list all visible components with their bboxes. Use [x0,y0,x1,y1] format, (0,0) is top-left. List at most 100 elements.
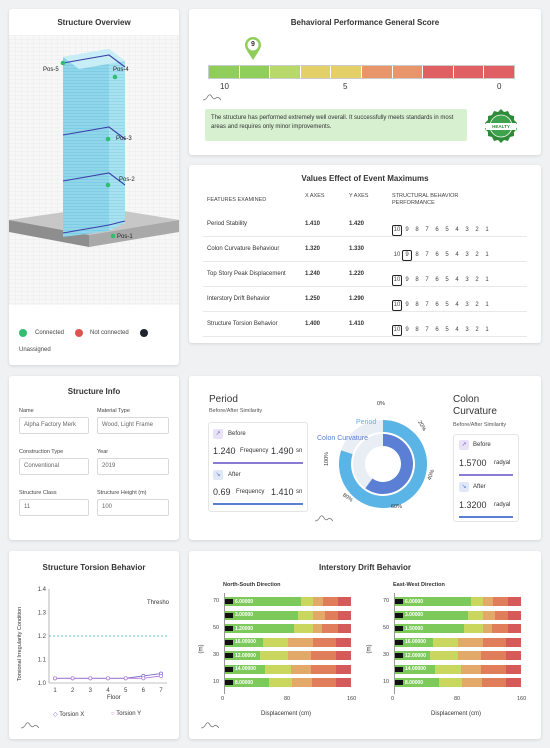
drift-bar[interactable]: 1.50000 [395,624,521,633]
scale-option[interactable]: 1 [485,227,489,233]
scale-label-5: 5 [343,82,348,91]
torsion-y-tick: 1.2 [38,634,47,640]
period-after-bar [213,503,303,505]
drift-bar[interactable]: 3.00000 [395,610,521,620]
torsion-y-legend-icon: ○ [111,711,115,717]
scale-option[interactable]: 2 [475,227,479,233]
scale-option[interactable]: 5 [445,302,449,308]
drift-bar[interactable]: 16.00000 [395,637,521,647]
period-after-unit: sn [296,489,303,495]
scale-option[interactable]: 3 [465,227,469,233]
drift-bar[interactable]: 12.00000 [225,651,351,660]
construction-field[interactable]: Conventional [19,458,89,475]
scale-option[interactable]: 10 [393,252,401,258]
scale-option[interactable]: 1 [485,327,489,333]
scale-option[interactable]: 3 [465,302,469,308]
scale-option[interactable]: 10 [392,225,402,236]
drift-bar-segment [225,678,270,687]
scale-option[interactable]: 8 [415,252,419,258]
performance-scale: 10 9 8 7 6 5 4 3 2 1 [392,218,492,236]
scale-option[interactable]: 4 [455,302,459,308]
drift-bar[interactable]: 14.00000 [395,664,521,674]
scale-option[interactable]: 6 [435,252,439,258]
height-field[interactable]: 100 [97,499,169,516]
drift-title: Interstory Drift Behavior [318,563,412,572]
drift-bar-segment [313,610,325,620]
torsion-y-legend-label: Torsion Y [116,711,142,717]
scale-option[interactable]: 6 [435,327,439,333]
scale-option[interactable]: 7 [425,327,429,333]
scale-option[interactable]: 2 [475,327,479,333]
drift-bar[interactable]: 6.00000 [395,597,521,606]
scale-option[interactable]: 5 [445,277,449,283]
torsion-x-tick: 2 [71,688,75,694]
colon-before-icon: ↗ [459,440,469,450]
drift-bar[interactable]: 8.00000 [225,678,351,687]
scale-option[interactable]: 7 [425,252,429,258]
scale-option[interactable]: 9 [405,277,409,283]
scale-option[interactable]: 10 [392,325,402,336]
scale-option[interactable]: 3 [465,252,469,258]
scale-option[interactable]: 3 [465,327,469,333]
scale-option[interactable]: 8 [415,227,419,233]
scale-option[interactable]: 9 [405,302,409,308]
scale-option[interactable]: 6 [435,302,439,308]
scale-option[interactable]: 1 [485,277,489,283]
scale-option[interactable]: 9 [402,250,412,261]
torsion-x-legend-icon: ◇ [53,712,58,718]
values-effect-row: Structure Torsion Behavior 1.400 1.410 10 9 8… [203,313,527,337]
scale-option[interactable]: 6 [435,227,439,233]
scale-option[interactable]: 3 [465,277,469,283]
scale-option[interactable]: 2 [475,302,479,308]
name-field[interactable]: Alpha Factory Merk [19,417,89,434]
scale-option[interactable]: 5 [445,327,449,333]
scale-option[interactable]: 2 [475,252,479,258]
scale-option[interactable]: 8 [415,327,419,333]
scale-option[interactable]: 1 [485,302,489,308]
drift-bar[interactable]: 8.00000 [395,678,521,687]
scale-option[interactable]: 9 [405,327,409,333]
drift-bar-segment [338,624,351,633]
scale-option[interactable]: 4 [455,227,459,233]
scale-option[interactable]: 10 [392,300,402,311]
scale-option[interactable]: 10 [392,275,402,286]
scale-option[interactable]: 4 [455,327,459,333]
period-before-freq: 1.490 [271,446,294,456]
drift-bar[interactable]: 3.00000 [225,610,351,620]
scale-option[interactable]: 4 [455,252,459,258]
scale-option[interactable]: 1 [485,252,489,258]
scale-option[interactable]: 2 [475,277,479,283]
drift-bar[interactable]: 12.00000 [395,651,521,660]
scale-option[interactable]: 7 [425,277,429,283]
building-3d-model[interactable] [9,35,179,305]
scale-option[interactable]: 8 [415,302,419,308]
connected-dot [19,329,27,337]
drift-ylabel-left: (m) [198,644,205,654]
scale-option[interactable]: 5 [445,252,449,258]
drift-bar-segment [430,651,458,660]
scale-option[interactable]: 6 [435,277,439,283]
values-effect-title: Values Effect of Event Maximums [301,174,429,183]
pos-5-label: Pos-5 [43,67,59,73]
scale-label-0: 0 [497,82,502,91]
drift-bar[interactable]: 1.20000 [225,624,351,633]
drift-value: 8.00000 [235,679,254,686]
drift-value: 6.00000 [405,598,424,605]
drift-bar[interactable]: 16.00000 [225,637,351,647]
drift-bar[interactable]: 6.00000 [225,597,351,606]
drift-bar-segment [311,678,336,687]
scale-option[interactable]: 7 [425,302,429,308]
class-field[interactable]: 11 [19,499,89,516]
year-field[interactable]: 2019 [97,458,169,475]
drift-bar-segment [395,597,471,606]
scale-option[interactable]: 8 [415,277,419,283]
scale-option[interactable]: 4 [455,277,459,283]
scale-option[interactable]: 9 [405,227,409,233]
drift-marker [225,626,233,631]
scale-option[interactable]: 7 [425,227,429,233]
colon-before-label: Before [473,442,491,448]
scale-option[interactable]: 5 [445,227,449,233]
drift-bar[interactable]: 14.00000 [225,664,351,674]
drift-bar-segment [335,678,351,687]
material-field[interactable]: Wood, Light Frame [97,417,169,434]
